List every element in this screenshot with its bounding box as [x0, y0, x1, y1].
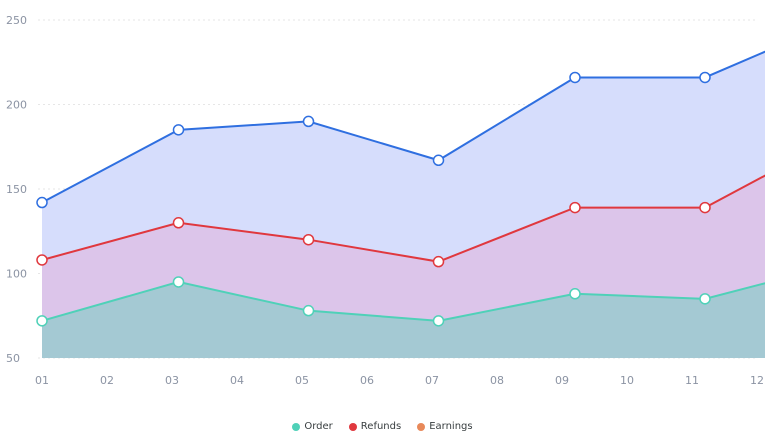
- x-tick-label: 01: [35, 374, 49, 387]
- marker-refunds[interactable]: [36, 254, 48, 266]
- marker-order[interactable]: [36, 315, 48, 327]
- marker-earnings[interactable]: [699, 71, 711, 84]
- series-areas: [42, 51, 765, 358]
- legend-marker-icon: [292, 423, 301, 431]
- x-tick-label: 02: [100, 374, 114, 387]
- x-tick-label: 09: [555, 374, 569, 387]
- legend-marker-icon: [417, 423, 426, 431]
- x-tick-label: 10: [620, 374, 634, 387]
- legend-item-refunds[interactable]: Refunds: [348, 418, 402, 436]
- marker-order[interactable]: [432, 315, 445, 327]
- area-refunds: [42, 175, 765, 321]
- marker-order[interactable]: [569, 288, 581, 300]
- area-earnings: [42, 51, 765, 262]
- marker-refunds[interactable]: [699, 201, 711, 214]
- x-tick-label: 03: [165, 374, 179, 387]
- y-tick-label: 100: [6, 268, 27, 281]
- area-order: [42, 281, 765, 358]
- legend-item-order[interactable]: Order: [292, 418, 333, 436]
- marker-refunds[interactable]: [569, 201, 581, 214]
- series-markers: [36, 71, 711, 327]
- x-axis-ticks: 01 02 03 04 05 06 07 08 09 10 11 12: [35, 374, 764, 387]
- marker-earnings[interactable]: [569, 71, 581, 84]
- x-tick-label: 04: [230, 374, 244, 387]
- marker-earnings[interactable]: [172, 124, 185, 136]
- marker-earnings[interactable]: [432, 154, 445, 167]
- legend-item-earnings[interactable]: Earnings: [417, 418, 473, 436]
- legend-label: Refunds: [360, 421, 402, 432]
- x-tick-label: 07: [425, 374, 439, 387]
- marker-earnings[interactable]: [302, 115, 315, 128]
- x-tick-label: 08: [490, 374, 504, 387]
- x-tick-label: 05: [295, 374, 309, 387]
- x-tick-label: 12: [750, 374, 764, 387]
- marker-order[interactable]: [302, 304, 315, 317]
- legend-label: Earnings: [429, 421, 473, 432]
- legend-label: Order: [304, 421, 333, 432]
- marker-order[interactable]: [172, 276, 185, 288]
- marker-order[interactable]: [699, 293, 711, 305]
- x-tick-label: 06: [360, 374, 374, 387]
- y-tick-label: 200: [6, 99, 27, 112]
- legend: Order Refunds Earnings: [0, 418, 765, 436]
- y-tick-label: 150: [6, 183, 27, 196]
- y-tick-label: 50: [6, 352, 20, 365]
- x-tick-label: 11: [685, 374, 699, 387]
- marker-refunds[interactable]: [172, 217, 185, 229]
- marker-earnings[interactable]: [36, 196, 48, 209]
- marker-refunds[interactable]: [432, 255, 445, 268]
- legend-marker-icon: [348, 423, 357, 431]
- marker-refunds[interactable]: [302, 233, 315, 246]
- y-tick-label: 250: [6, 14, 27, 27]
- area-chart: 50 100 150 200 250 01 02 03 04 05 06 07 08 09 10 11 12: [6, 14, 765, 387]
- y-axis-ticks: 50 100 150 200 250: [6, 14, 27, 365]
